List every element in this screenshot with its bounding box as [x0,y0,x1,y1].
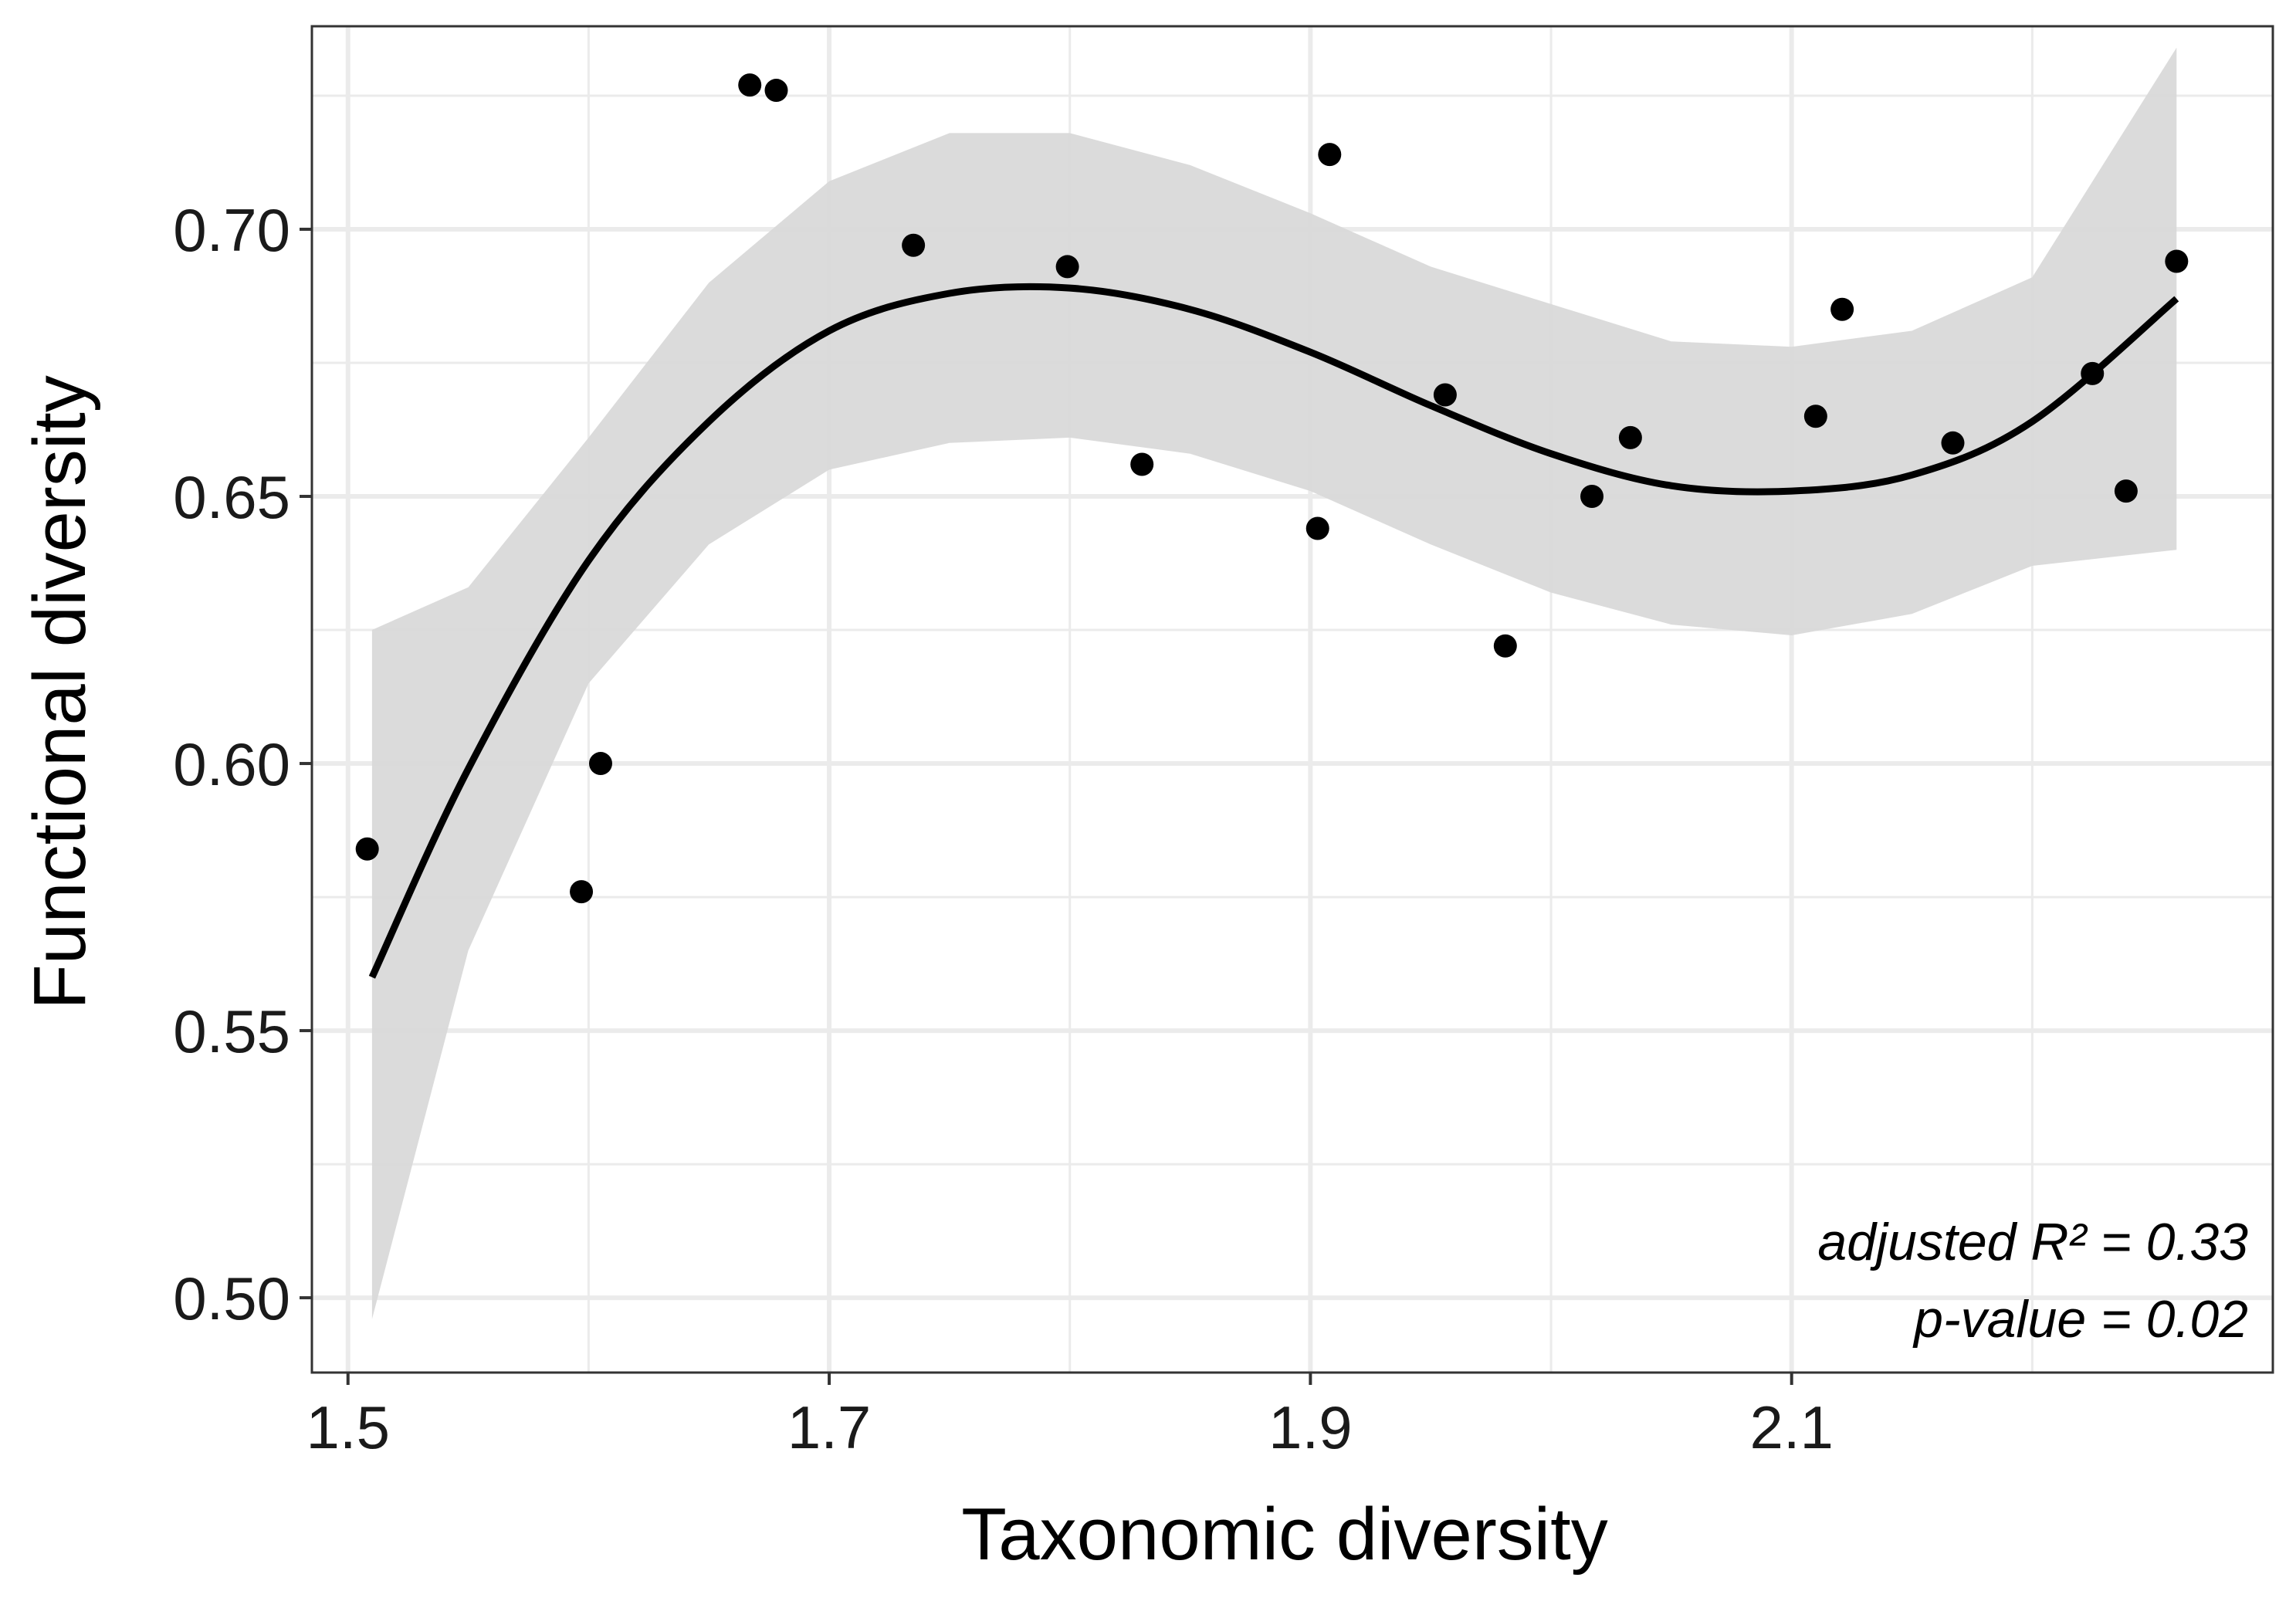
data-point [1305,516,1329,540]
y-tick-label: 0.65 [173,463,290,531]
y-tick-label: 0.60 [173,730,290,798]
data-point [1433,383,1457,407]
data-point [570,880,594,904]
y-tick-label: 0.70 [173,196,290,264]
x-tick-label: 2.1 [1749,1393,1833,1461]
data-point [1055,255,1079,279]
data-point [588,752,612,776]
data-point [2165,249,2189,273]
x-axis-ticks: 1.5 1.7 1.9 2.1 [306,1373,1834,1461]
data-point [1130,452,1154,476]
data-point [2081,361,2105,385]
confidence-band-layer [371,47,2177,1319]
x-tick-label: 1.5 [306,1393,390,1461]
data-point [902,233,926,257]
minor-gridlines [312,26,2273,1373]
fit-line-layer [368,283,2179,979]
y-tick-label: 0.55 [173,997,290,1065]
data-point [1803,405,1827,428]
y-axis-title: Functional diversity [19,375,101,1010]
y-tick-label: 0.50 [173,1264,290,1332]
data-point [1493,634,1517,658]
data-points [355,73,2189,904]
data-point [2114,479,2138,503]
confidence-band [371,47,2177,1319]
data-point [1580,485,1604,509]
data-point [764,79,788,103]
fit-line [368,283,2179,979]
y-axis-ticks: 0.50 0.55 0.60 0.65 0.70 [173,196,312,1332]
data-point [738,73,762,97]
x-axis-title: Taxonomic diversity [961,1493,1608,1576]
panel-border [310,25,2274,1374]
data-point [355,837,379,861]
annotation-p-value: p-value = 0.02 [1912,1290,2248,1349]
data-point [1318,143,1342,167]
x-tick-label: 1.7 [787,1393,871,1461]
data-point [1830,297,1854,321]
annotation-r-squared: adjusted R² = 0.33 [1817,1213,2248,1271]
x-tick-label: 1.9 [1268,1393,1352,1461]
data-point [1941,431,1965,455]
data-point [1618,425,1642,449]
